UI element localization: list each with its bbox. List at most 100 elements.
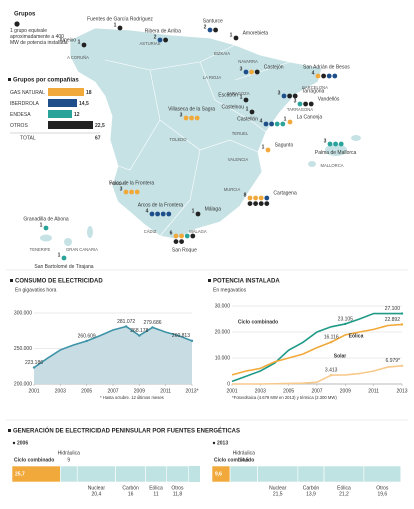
series-label: Eólica: [149, 485, 163, 491]
line: [231, 323, 403, 376]
series-label: Otros: [171, 485, 184, 491]
segment: [363, 465, 402, 483]
bar: [48, 110, 72, 118]
series-label: Nuclear: [269, 485, 287, 491]
x-tick-label: 2013: [396, 388, 407, 394]
y-tick-label: 20.000: [215, 329, 231, 335]
segment: [115, 465, 146, 483]
x-tick-label: 2001: [28, 388, 39, 394]
x-tick-label: 2007: [107, 388, 118, 394]
site-label: Castellón: [237, 116, 258, 122]
site-label: Santurce: [203, 18, 223, 24]
bullet: [212, 441, 216, 445]
value-label: 9,6: [215, 471, 222, 477]
region-label: TERUEL: [232, 131, 249, 136]
site-label: Vandellós: [318, 96, 340, 102]
site-dot: [287, 119, 293, 125]
gran-canaria: [64, 238, 72, 246]
value-label: 14,5: [79, 101, 89, 107]
site-count: 1: [114, 22, 117, 28]
site-count: 4: [260, 118, 263, 124]
y-tick-label: 200.000: [14, 381, 32, 387]
chart-title: POTENCIA INSTALADA: [213, 279, 280, 285]
region-label: TARRAGONA: [287, 107, 313, 112]
point: [151, 326, 154, 329]
site-dot: [43, 225, 49, 231]
value-label: 16: [128, 491, 134, 497]
chart-title: GENERACIÓN DE ELECTRICIDAD PENINSULAR PO…: [13, 427, 240, 435]
point: [400, 364, 404, 368]
site-dot: [166, 211, 172, 217]
site-dot: [297, 101, 303, 107]
region-label: BARCELONA: [302, 85, 328, 90]
site-dot: [149, 211, 155, 217]
site-dot: [254, 69, 260, 75]
site-count: 1: [40, 222, 43, 228]
value-label: 3.413: [325, 367, 338, 373]
legend-note: 1 grupo equivale aproximadamente a 400 M…: [10, 28, 68, 46]
segment: [323, 465, 365, 483]
title-bullet: [10, 279, 13, 282]
point: [329, 340, 333, 344]
site-label: San Bartolomé de Tirajana: [34, 264, 93, 270]
point: [400, 312, 404, 315]
site-dot: [333, 141, 338, 147]
site-label: Palos de la Frontera: [109, 180, 154, 186]
site-label: Ribera de Arriba: [145, 28, 181, 34]
series-label: Carbón: [122, 485, 139, 491]
legend-title: Grupos: [14, 12, 36, 18]
region-label: MALLORCA: [320, 163, 343, 168]
site-count: 1: [284, 116, 287, 122]
site-dot: [258, 195, 264, 201]
value-label: 260.609: [78, 333, 96, 339]
site-dot: [123, 189, 129, 195]
site-dot: [315, 73, 321, 79]
site-dot: [179, 233, 185, 239]
site-count: 4: [146, 208, 149, 214]
site-dot: [280, 121, 286, 127]
value-label: 25,7: [15, 471, 25, 477]
chart-subtitle: En gigavatios hora: [15, 287, 57, 293]
segment: [166, 465, 189, 483]
value-label: 11,8: [173, 491, 183, 497]
value-label: 23.105: [338, 316, 354, 322]
site-count: 1: [192, 208, 195, 214]
site-dot: [274, 121, 280, 127]
category-label: IBERDROLA: [10, 101, 40, 107]
series-label: Eólica: [337, 485, 351, 491]
region-label: TENERIFE: [30, 247, 51, 252]
region-label: BIZKAIA: [214, 51, 230, 56]
site-count: 3: [180, 112, 183, 118]
site-count: 3: [324, 138, 327, 144]
line: [33, 325, 193, 369]
bar: [48, 99, 77, 107]
menorca: [351, 135, 361, 141]
site-dot: [184, 233, 190, 239]
region-label: VALENCIA: [228, 157, 249, 162]
point: [32, 366, 36, 369]
region-label: ASTURIAS: [140, 41, 161, 46]
site-dot: [292, 93, 298, 99]
region-label: GRAN CANARIA: [66, 247, 98, 252]
region-label: MURCIA: [224, 187, 241, 192]
series-label: Ciclo combinado: [214, 457, 254, 463]
region-label: ZARAGOZA: [226, 91, 249, 96]
site-dot: [249, 109, 255, 115]
site-label: La Canonja: [297, 114, 323, 120]
spain-mainland: [69, 27, 323, 240]
site-dot: [243, 69, 249, 75]
category-label: GAS NATURAL: [10, 90, 45, 96]
value-label: 21,5: [273, 491, 283, 497]
region-label: CÁDIZ: [144, 229, 157, 234]
site-count: 1: [230, 32, 233, 38]
x-tick-label: 2003: [55, 388, 66, 394]
value-label: 19,6: [377, 491, 387, 497]
site-count: 3: [240, 66, 243, 72]
value-label: 268.178: [130, 328, 148, 334]
site-label: Amorebieta: [243, 30, 269, 36]
site-dot: [308, 101, 314, 107]
value-label: 21,2: [339, 491, 349, 497]
series-label: Eólica: [349, 333, 364, 339]
chart-subtitle: En megavatios: [213, 287, 247, 293]
